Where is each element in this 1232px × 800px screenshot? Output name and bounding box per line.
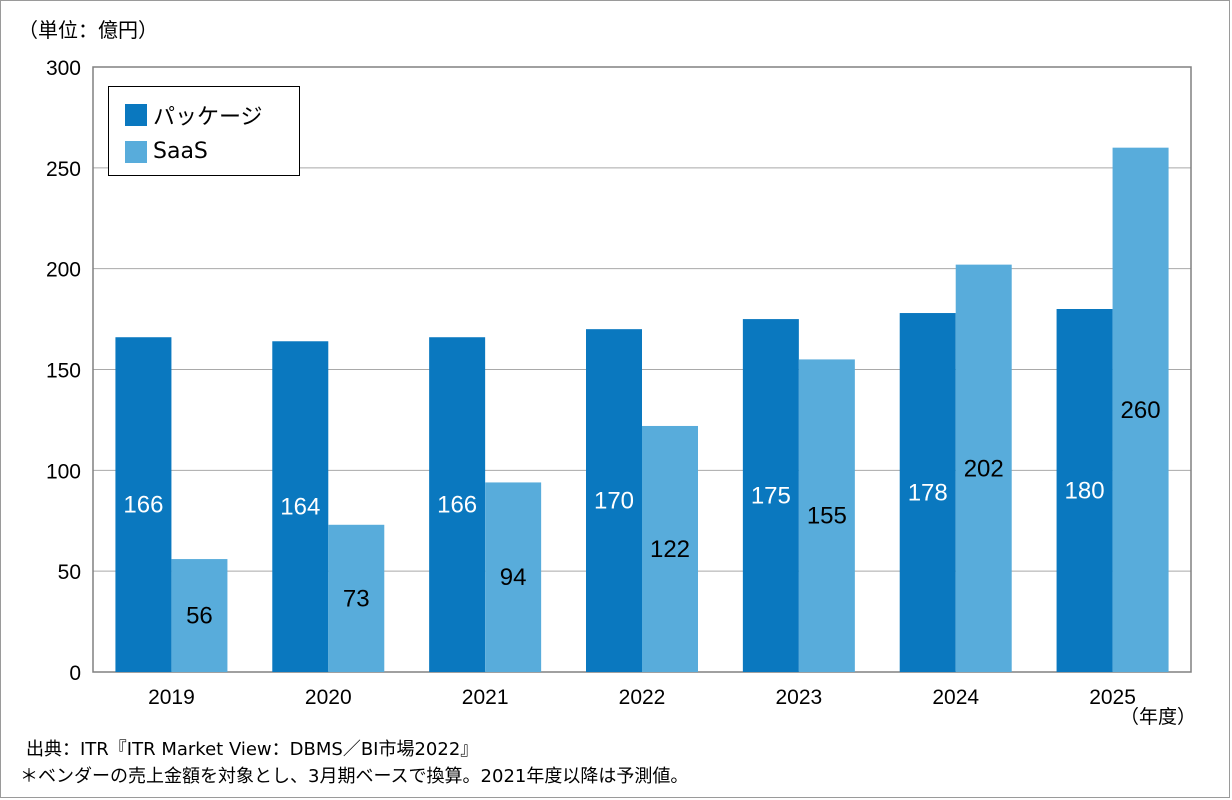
data-label-package-2024: 178 <box>908 480 948 507</box>
legend-label-package: パッケージ <box>153 105 263 130</box>
x-tick-label-2023: 2023 <box>775 686 822 709</box>
data-label-saas-2020: 73 <box>343 585 370 612</box>
data-label-saas-2023: 155 <box>807 503 847 530</box>
bar-package-2020 <box>272 341 329 672</box>
data-label-saas-2024: 202 <box>964 455 1004 482</box>
legend-label-saas: SaaS <box>153 139 208 164</box>
legend-item-saas: SaaS <box>125 139 208 164</box>
y-tick-label: 250 <box>46 158 81 181</box>
x-tick-label-2024: 2024 <box>932 686 979 709</box>
data-label-saas-2021: 94 <box>500 564 527 591</box>
x-axis-unit-label: （年度） <box>1120 706 1197 728</box>
legend-swatch-saas <box>125 140 147 163</box>
bar-package-2025 <box>1056 309 1113 672</box>
x-tick-label-2021: 2021 <box>462 686 509 709</box>
bar-package-2022 <box>586 329 642 672</box>
data-label-saas-2022: 122 <box>650 536 690 563</box>
y-tick-label: 0 <box>69 662 81 685</box>
bar-saas-2025 <box>1112 147 1169 672</box>
data-label-package-2022: 170 <box>594 488 634 515</box>
data-label-saas-2019: 56 <box>186 603 213 630</box>
y-tick-label: 50 <box>58 561 81 584</box>
legend-swatch-package <box>125 104 147 126</box>
x-tick-label-2019: 2019 <box>148 686 195 709</box>
legend-item-package: パッケージ <box>125 99 263 131</box>
bar-saas-2021 <box>485 482 542 672</box>
y-tick-label: 150 <box>46 360 81 383</box>
y-tick-label: 200 <box>46 259 81 282</box>
data-label-package-2020: 164 <box>280 494 320 521</box>
data-label-package-2025: 180 <box>1065 478 1105 505</box>
footnote: ＊ベンダーの売上金額を対象とし、3月期ベースで換算。2021年度以降は予測値。 <box>20 766 689 787</box>
bar-package-2023 <box>742 319 799 672</box>
unit-label: （単位：億円） <box>18 18 158 42</box>
bar-saas-2019 <box>171 559 228 672</box>
data-label-saas-2025: 260 <box>1121 397 1161 424</box>
bar-saas-2020 <box>328 524 385 672</box>
x-tick-label-2022: 2022 <box>619 686 666 709</box>
y-tick-label: 100 <box>46 460 81 483</box>
bar-saas-2022 <box>642 425 698 672</box>
bar-package-2024 <box>899 313 956 672</box>
bar-package-2021 <box>429 337 486 672</box>
y-tick-label: 300 <box>46 57 81 80</box>
data-label-package-2019: 166 <box>123 492 163 519</box>
data-label-package-2021: 166 <box>437 492 477 519</box>
bar-saas-2024 <box>955 264 1012 672</box>
bar-package-2019 <box>115 337 172 672</box>
data-label-package-2023: 175 <box>751 483 791 510</box>
x-tick-label-2025: 2025 <box>1089 686 1136 709</box>
bar-saas-2023 <box>798 359 855 672</box>
legend: パッケージ SaaS <box>108 86 300 176</box>
x-tick-label-2020: 2020 <box>305 686 352 709</box>
source-note: 出典：ITR『ITR Market View：DBMS／BI市場2022』 <box>26 739 479 760</box>
